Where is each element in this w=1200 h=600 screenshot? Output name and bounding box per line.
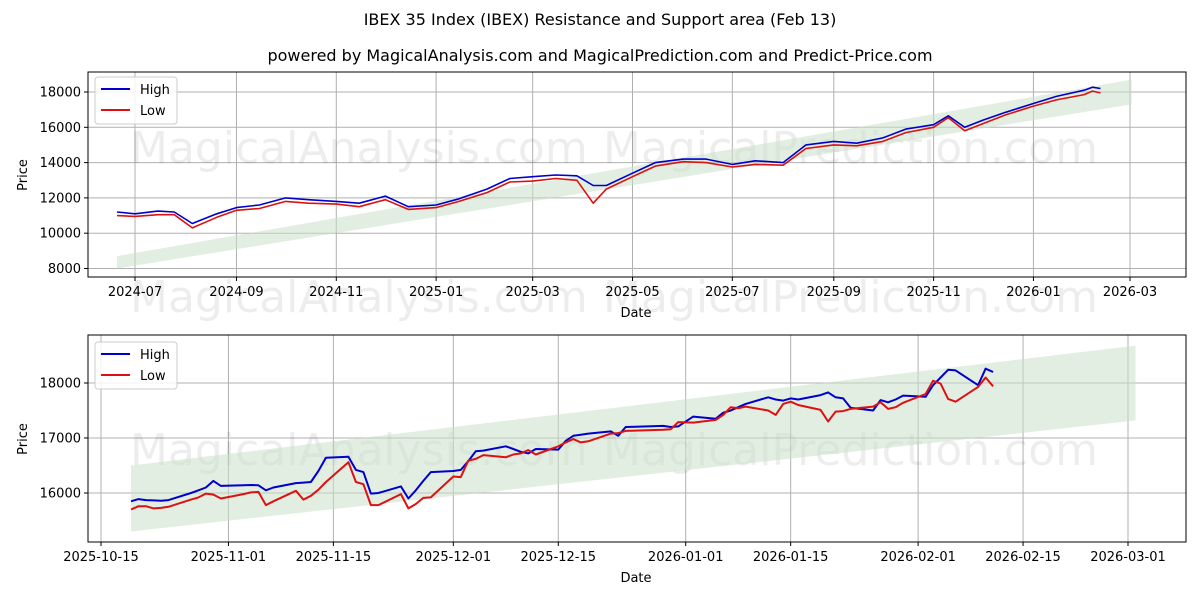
bottom-x-axis-ticks: 2025-10-15 2025-11-01 2025-11-15 2025-12-01… (63, 542, 1166, 565)
x-tick-label: 2024-07 (108, 285, 162, 300)
series-line-low (130, 376, 994, 511)
legend-high-label: High (140, 83, 170, 98)
top-series-lines (116, 86, 1101, 229)
x-tick-label: 2026-01 (1006, 285, 1060, 300)
y-tick-label: 18000 (40, 377, 81, 392)
band-polygon (116, 79, 1132, 269)
x-tick-label: 2026-01-01 (648, 550, 724, 565)
legend-low-label: Low (140, 104, 166, 119)
top-y-axis-label: Price (16, 159, 31, 191)
support-resistance-band (130, 345, 1136, 532)
y-tick-label: 16000 (40, 487, 81, 502)
top-y-axis-ticks: 8000 10000 12000 14000 16000 18000 (40, 86, 88, 277)
x-tick-label: 2025-11 (906, 285, 960, 300)
x-tick-label: 2025-12-01 (416, 550, 492, 565)
x-tick-label: 2025-09 (807, 285, 861, 300)
watermark-text: MagicalAnalysis.com (130, 123, 588, 174)
bottom-chart: MagicalAnalysis.com MagicalPrediction.co… (16, 334, 1187, 586)
bottom-series-lines (130, 367, 994, 511)
top-legend: High Low (94, 76, 178, 125)
x-tick-label: 2026-01-15 (753, 550, 829, 565)
y-tick-label: 12000 (40, 191, 81, 206)
x-tick-label: 2025-01 (409, 285, 463, 300)
watermark-text: MagicalAnalysis.com (130, 272, 588, 323)
x-tick-label: 2025-11-15 (296, 550, 372, 565)
series-line-high (116, 86, 1101, 225)
x-tick-label: 2024-09 (209, 285, 263, 300)
x-tick-label: 2026-03-01 (1090, 550, 1166, 565)
y-tick-label: 18000 (40, 86, 81, 101)
y-tick-label: 10000 (40, 227, 81, 242)
top-watermark: MagicalAnalysis.com MagicalPrediction.co… (130, 123, 1098, 323)
bottom-y-axis-label: Price (16, 423, 31, 455)
y-tick-label: 14000 (40, 156, 81, 171)
legend-low-label: Low (140, 369, 166, 384)
y-tick-label: 16000 (40, 121, 81, 136)
chart-subtitle: powered by MagicalAnalysis.com and Magic… (267, 46, 933, 65)
x-tick-label: 2025-05 (605, 285, 659, 300)
bottom-x-axis-label: Date (620, 571, 651, 586)
x-tick-label: 2025-11-01 (191, 550, 267, 565)
x-tick-label: 2026-02-01 (880, 550, 956, 565)
x-tick-label: 2024-11 (309, 285, 363, 300)
support-resistance-band (116, 79, 1132, 269)
watermark-text: MagicalPrediction.com (603, 272, 1098, 323)
bottom-y-axis-ticks: 16000 17000 18000 (40, 377, 88, 502)
series-line-high (130, 367, 994, 503)
y-tick-label: 17000 (40, 432, 81, 447)
chart-title: IBEX 35 Index (IBEX) Resistance and Supp… (363, 10, 837, 29)
band-polygon (130, 345, 1136, 532)
x-tick-label: 2025-03 (506, 285, 560, 300)
legend-high-label: High (140, 348, 170, 363)
x-tick-label: 2026-02-15 (985, 550, 1061, 565)
bottom-legend: High Low (94, 341, 178, 390)
x-tick-label: 2026-03 (1103, 285, 1157, 300)
top-x-axis-ticks: 2024-07 2024-09 2024-11 2025-01 2025-03 2025-… (108, 277, 1157, 300)
top-axes-frame (87, 71, 1187, 278)
series-line-low (116, 90, 1101, 229)
x-tick-label: 2025-12-15 (520, 550, 596, 565)
x-tick-label: 2025-07 (705, 285, 759, 300)
y-tick-label: 8000 (48, 262, 81, 277)
top-chart: MagicalAnalysis.com MagicalPrediction.co… (16, 71, 1187, 323)
x-tick-label: 2025-10-15 (63, 550, 139, 565)
top-x-axis-label: Date (620, 306, 651, 321)
